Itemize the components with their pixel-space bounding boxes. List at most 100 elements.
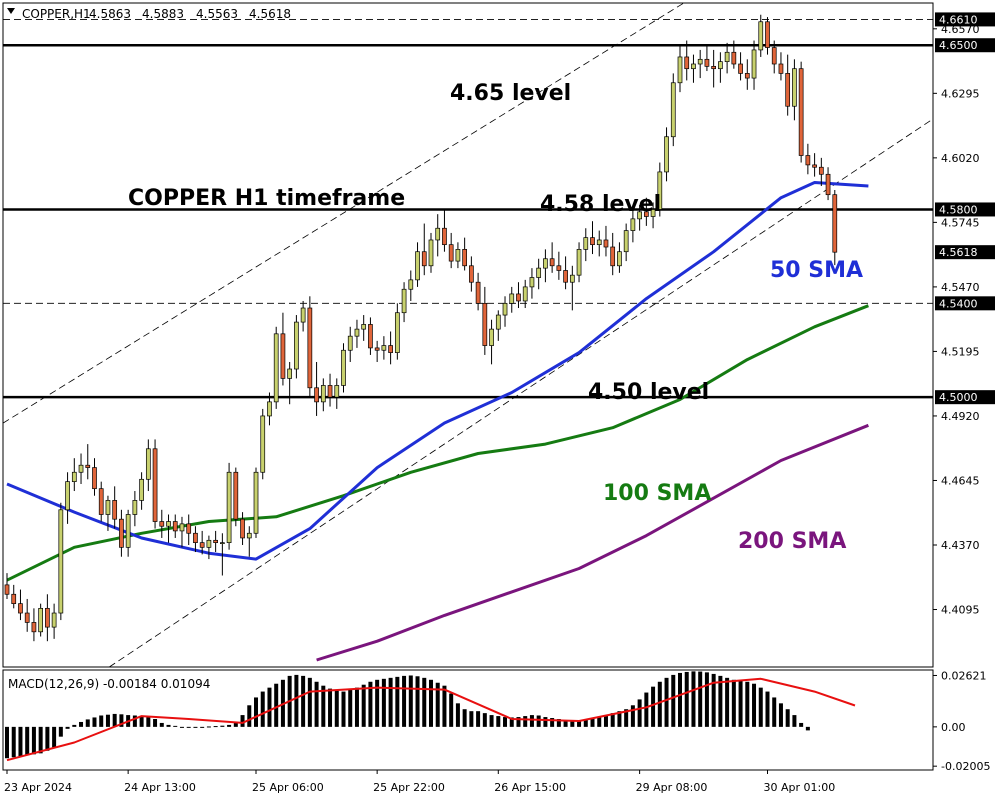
- level-tag-label-0: 4.6610: [939, 13, 978, 26]
- level-tag-0: [935, 12, 995, 27]
- macd-bar-76: [516, 717, 521, 727]
- candle-body-109: [738, 63, 743, 74]
- macd-bar-19: [132, 715, 137, 727]
- macd-bar-11: [79, 721, 84, 727]
- candle-body-14: [98, 488, 104, 515]
- macd-bar-8: [58, 726, 63, 737]
- macd-bar-40: [274, 683, 279, 727]
- candle-body-9: [65, 481, 70, 511]
- macd-bar-38: [260, 691, 265, 727]
- candle-body-24: [166, 521, 171, 527]
- macd-bar-58: [395, 676, 400, 727]
- macd-bar-46: [314, 681, 319, 727]
- candle-body-60: [408, 279, 414, 290]
- candle-body-112: [758, 21, 764, 51]
- candle-body-56: [381, 345, 387, 351]
- triangle-down-icon[interactable]: [7, 8, 15, 14]
- candle-body-49: [334, 385, 340, 398]
- candle-body-70: [475, 281, 481, 304]
- macd-bar-24: [166, 724, 171, 727]
- candle-body-69: [469, 265, 474, 283]
- time-tick-label-5: 29 Apr 08:00: [636, 781, 708, 794]
- candle-body-77: [522, 286, 528, 302]
- moving-averages: [6, 181, 869, 662]
- macd-bar-100: [678, 672, 682, 727]
- candle-body-30: [206, 539, 212, 548]
- candle-body-44: [300, 307, 306, 323]
- candle-body-84: [569, 274, 575, 283]
- macd-bar-67: [455, 703, 460, 727]
- candle-body-79: [536, 267, 542, 278]
- macd-bar-109: [738, 680, 743, 727]
- level-tag-2: [935, 202, 995, 217]
- horizontal-levels: 4.6610 4.6500 4.5800 4.5400 4.5000 4.5618: [3, 12, 995, 405]
- macd-bar-28: [193, 726, 198, 728]
- price-tick-label-0: 4.6570: [941, 23, 980, 36]
- macd-bar-17: [119, 714, 124, 727]
- macd-bar-35: [240, 715, 245, 727]
- macd-bar-96: [651, 686, 656, 727]
- candle-body-58: [394, 312, 400, 353]
- candle-body-67: [455, 249, 461, 262]
- candle-body-13: [92, 467, 97, 490]
- candle-body-115: [778, 63, 784, 74]
- candle-body-55: [374, 347, 380, 351]
- candle-body-22: [152, 448, 158, 522]
- macd-bar-79: [536, 715, 541, 727]
- candle-body-33: [226, 471, 232, 543]
- candle-body-20: [139, 478, 144, 501]
- level-tag-label-2: 4.5800: [939, 203, 978, 216]
- macd-bar-20: [139, 715, 144, 727]
- candle-body-64: [435, 227, 441, 241]
- time-tick-label-1: 24 Apr 13:00: [124, 781, 196, 794]
- macd-tick-label-2: -0.02005: [941, 760, 990, 773]
- candle-body-87: [590, 237, 595, 246]
- macd-bar-6: [45, 726, 50, 751]
- candle-body-85: [576, 249, 582, 276]
- candle-body-0: [4, 584, 10, 595]
- candle-body-5: [38, 607, 44, 633]
- candle-body-86: [583, 237, 589, 250]
- candle-body-104: [704, 58, 710, 67]
- macd-bar-82: [556, 719, 561, 727]
- last-price-tag: [935, 245, 995, 260]
- macd-bar-45: [307, 677, 312, 727]
- macd-bar-115: [778, 703, 783, 727]
- candle-body-96: [650, 209, 656, 217]
- candle-body-66: [448, 244, 454, 262]
- macd-bar-89: [603, 715, 608, 727]
- candle-body-10: [71, 471, 77, 482]
- candle-body-89: [603, 239, 609, 248]
- candle-body-117: [792, 68, 797, 107]
- level-tag-4: [935, 390, 995, 405]
- macd-bar-87: [590, 718, 595, 727]
- time-tick-label-6: 30 Apr 01:00: [763, 781, 835, 794]
- macd-bar-71: [482, 713, 487, 727]
- macd-bar-101: [684, 671, 689, 727]
- channel-upper-line: [2, 2, 685, 424]
- candle-body-91: [617, 251, 622, 267]
- candle-body-95: [643, 211, 649, 217]
- price-tick-label-4: 4.5470: [941, 281, 980, 294]
- macd-bar-78: [529, 715, 534, 727]
- candle-body-83: [563, 270, 568, 283]
- last-price-label: 4.5618: [939, 246, 978, 259]
- candle-body-21: [145, 448, 151, 480]
- candle-body-62: [421, 251, 427, 267]
- chart-title: COPPER H1 timeframe: [128, 186, 405, 211]
- annotation-450-level: 4.50 level: [588, 380, 709, 405]
- price-tick-label-1: 4.6295: [941, 87, 980, 100]
- macd-bar-44: [301, 675, 306, 727]
- annotation-465-level: 4.65 level: [450, 81, 571, 106]
- macd-bar-10: [72, 724, 77, 727]
- macd-bar-102: [691, 671, 696, 727]
- macd-axis: 0.02621 0.00 -0.02005: [933, 669, 990, 773]
- annotation-458-level: 4.58 level: [540, 192, 661, 217]
- candle-body-75: [509, 293, 515, 304]
- candle-body-26: [179, 523, 185, 532]
- macd-bar-15: [105, 714, 110, 727]
- sma100-label: 100 SMA: [603, 481, 711, 506]
- candle-body-41: [280, 333, 286, 379]
- candle-body-31: [213, 539, 218, 543]
